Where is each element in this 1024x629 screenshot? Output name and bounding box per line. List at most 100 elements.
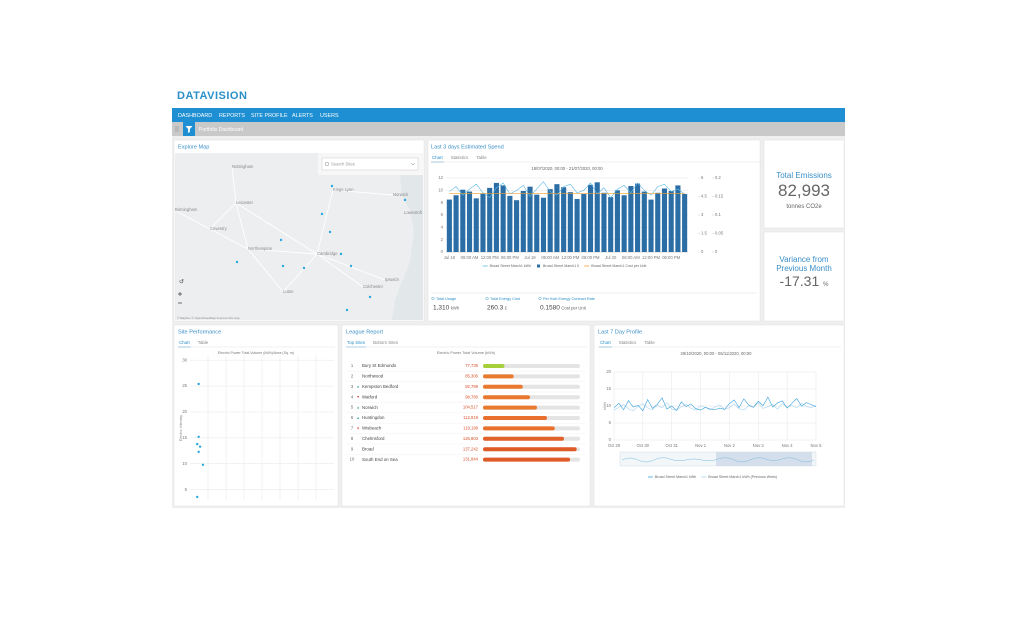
y-tick-label: 10: [606, 403, 611, 408]
stat-unit: £: [505, 306, 508, 311]
bar: [574, 198, 580, 252]
rank: 3: [351, 384, 354, 389]
nav-bar: [172, 108, 845, 122]
site-marker[interactable]: [235, 260, 239, 264]
point[interactable]: [201, 463, 205, 466]
search-icon: [324, 161, 330, 167]
value-label: 92,789: [465, 384, 478, 389]
stat-value: 1,310: [433, 305, 450, 312]
rank: 4: [351, 394, 354, 399]
nav-item: REPORTS: [219, 113, 245, 119]
bar: [648, 199, 654, 252]
place-label: Leicester: [236, 200, 254, 205]
legend-swatch: [537, 264, 541, 268]
point[interactable]: [197, 450, 200, 454]
site-marker[interactable]: [279, 238, 283, 242]
y2-tick-label: 3: [701, 212, 704, 217]
bar: [483, 384, 523, 389]
search-box[interactable]: [321, 157, 419, 171]
point[interactable]: [198, 445, 202, 448]
x-tick-label: Nov 1: [695, 443, 707, 448]
bar: [668, 190, 674, 252]
stat-label: Per Kwh Energy Contract Rate: [543, 297, 595, 301]
y-tick-label: 0: [441, 249, 444, 254]
attribution: © Mapbox © OpenStreetMap Improve this ma…: [177, 316, 240, 320]
tab[interactable]: Table: [644, 340, 655, 345]
point[interactable]: [196, 442, 199, 446]
info-icon: [538, 297, 542, 301]
y-tick-label: 20: [182, 409, 187, 414]
roads: [173, 166, 394, 293]
navigator-window[interactable]: [716, 452, 812, 466]
site-marker[interactable]: [281, 264, 285, 268]
breadcrumb: Portfolio Dashboard: [199, 127, 243, 133]
site-marker[interactable]: [302, 266, 306, 270]
y2-tick-label: 0: [701, 249, 704, 254]
rank: 7: [351, 426, 354, 431]
bar: [621, 195, 627, 252]
value-label: 131,844: [463, 457, 479, 462]
y3-tick-label: 0.1: [715, 212, 721, 217]
zoom-controls[interactable]: [178, 292, 182, 304]
chart-subtitle: Electric Power Total Volume (kWh): [437, 351, 496, 355]
tab[interactable]: Table: [476, 155, 487, 160]
point[interactable]: [197, 435, 200, 439]
info-icon: [485, 297, 489, 301]
menu-icon[interactable]: [175, 126, 179, 132]
tab[interactable]: Table: [198, 340, 209, 345]
tab[interactable]: Top Sites: [347, 340, 366, 345]
variance-panel: [763, 231, 845, 322]
site-marker[interactable]: [368, 295, 372, 299]
rank: 8: [351, 436, 354, 441]
y-axis-label: kWh: [603, 402, 607, 410]
site-marker[interactable]: [403, 198, 407, 202]
info-icon: [431, 297, 435, 301]
x-tick-label: 06:00 AM: [541, 255, 559, 260]
tab[interactable]: Chart: [432, 155, 444, 160]
x-tick-label: 12:00 PM: [481, 255, 499, 260]
sea: [392, 153, 423, 320]
nav-item: DASHBOARD: [178, 113, 212, 119]
bar: [483, 416, 548, 420]
site-marker[interactable]: [339, 252, 343, 256]
rank: 10: [350, 457, 355, 462]
panel-title: Explore Map: [178, 144, 209, 150]
y-tick-label: 4: [441, 224, 444, 229]
site-marker[interactable]: [330, 184, 334, 188]
bar: [483, 426, 555, 431]
tab[interactable]: Chart: [600, 340, 612, 345]
bar: [682, 194, 688, 252]
league-panel: [341, 324, 591, 507]
x-tick-label: Oct 31: [666, 443, 679, 448]
y-tick-label: 10: [438, 187, 443, 192]
y-tick-label: 0: [609, 437, 612, 442]
point[interactable]: [197, 382, 200, 386]
kpi-value: 82,993: [778, 181, 830, 200]
bar: [601, 192, 607, 252]
bar: [460, 189, 466, 252]
place-label: Birmingham: [175, 207, 198, 212]
x-tick-label: 06:00 AM: [461, 255, 479, 260]
site-marker[interactable]: [320, 212, 324, 216]
bar: [507, 195, 513, 252]
site-marker[interactable]: [328, 230, 332, 234]
site-marker[interactable]: [349, 264, 353, 268]
bar: [483, 405, 537, 410]
bar: [587, 184, 594, 252]
site-marker[interactable]: [345, 308, 349, 312]
map[interactable]: [175, 153, 423, 320]
x-tick-label: 06:00 PM: [662, 255, 680, 260]
tab[interactable]: Bottom Sites: [373, 340, 399, 345]
bar: [661, 188, 668, 252]
x-tick-label: Nov 4: [782, 443, 794, 448]
tab[interactable]: Statistics: [619, 340, 637, 345]
reset-control[interactable]: ↺: [179, 279, 184, 286]
tab[interactable]: Chart: [179, 340, 191, 345]
site-name: Bury St Edmunds: [362, 363, 397, 368]
point[interactable]: [196, 495, 199, 499]
bar: [483, 374, 514, 379]
bar: [628, 186, 634, 252]
place-label: Luton: [283, 289, 294, 294]
tab[interactable]: Statistics: [451, 155, 469, 160]
